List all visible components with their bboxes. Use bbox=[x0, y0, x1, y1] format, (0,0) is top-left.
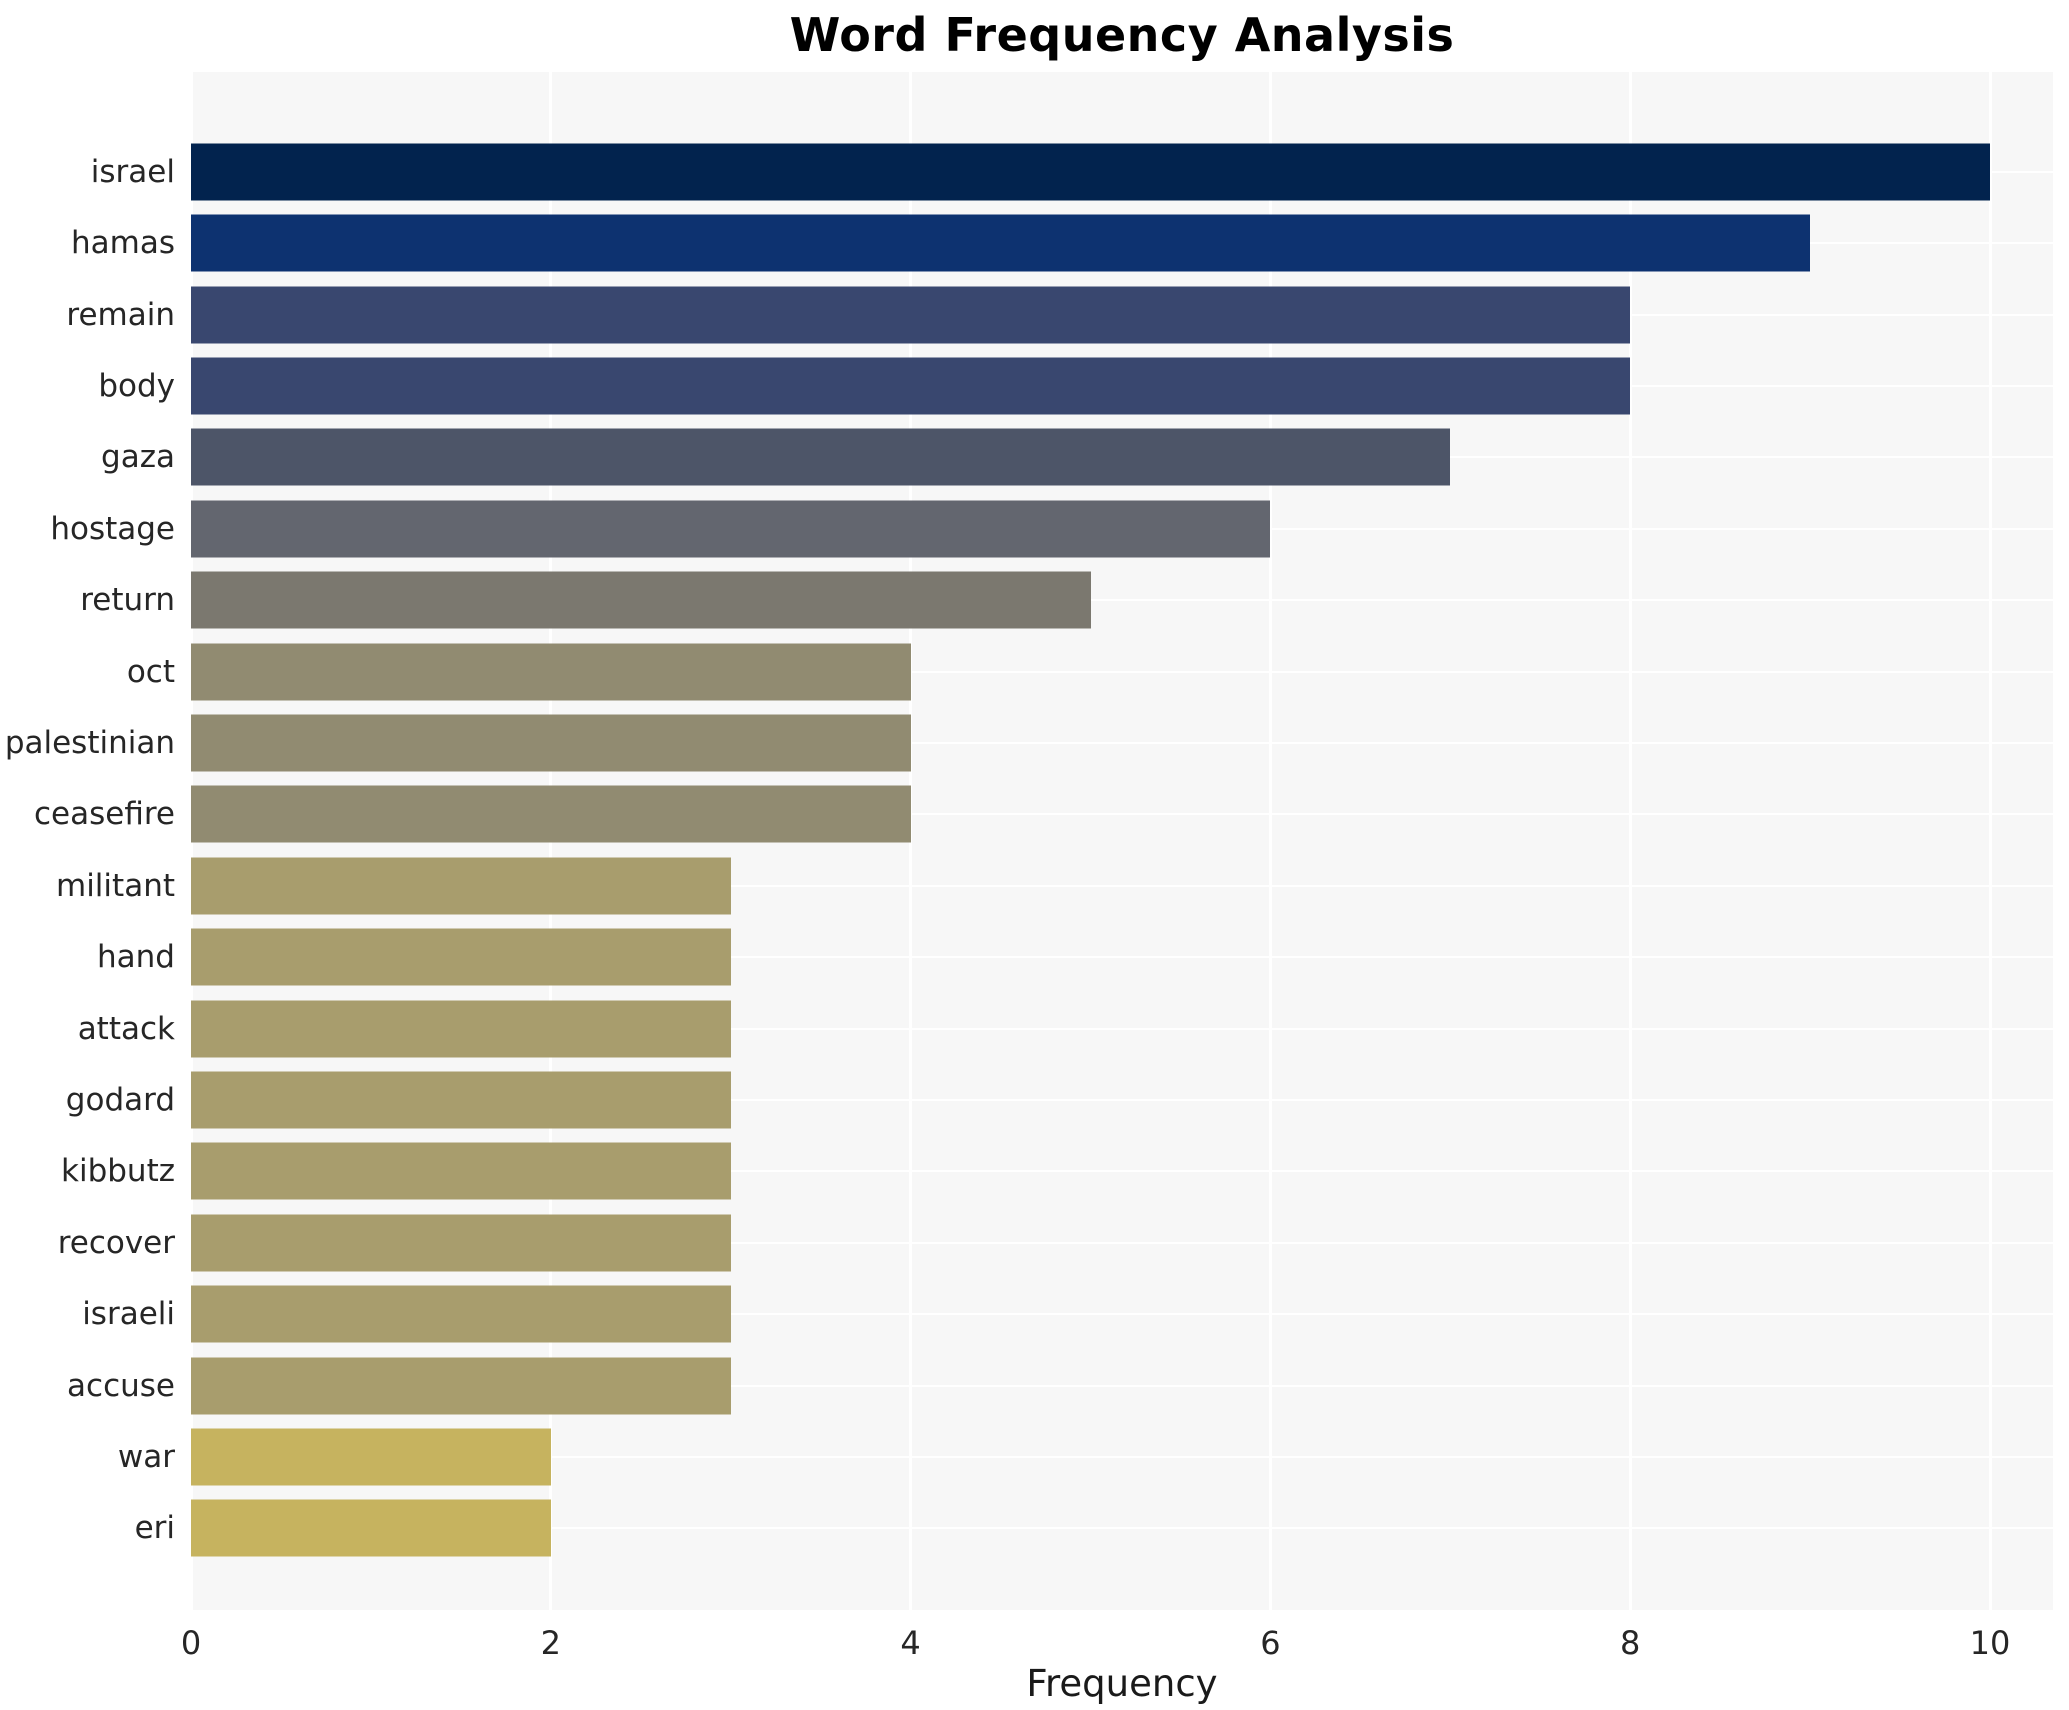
category-label: return bbox=[80, 582, 175, 619]
gridline-horizontal bbox=[191, 1170, 2053, 1173]
bar-row: attack bbox=[78, 993, 2053, 1064]
category-label: eri bbox=[134, 1510, 175, 1547]
x-tick-label: 2 bbox=[540, 1624, 561, 1662]
category-label: israeli bbox=[82, 1296, 175, 1333]
bar-row: hand bbox=[97, 921, 2053, 992]
category-label: hamas bbox=[71, 225, 175, 262]
frequency-bar bbox=[191, 428, 1451, 486]
gridline-horizontal bbox=[191, 1241, 2053, 1244]
gridline-vertical bbox=[1268, 72, 1272, 1610]
x-tick-label: 0 bbox=[180, 1624, 202, 1662]
bar-row: remain bbox=[66, 279, 2053, 350]
frequency-bar bbox=[191, 1000, 731, 1058]
category-label: hand bbox=[97, 939, 175, 976]
bar-row: accuse bbox=[67, 1350, 2053, 1421]
bar-row: war bbox=[118, 1421, 2053, 1492]
frequency-bar bbox=[191, 1357, 731, 1415]
gridline-horizontal bbox=[191, 670, 2053, 673]
category-label: attack bbox=[77, 1010, 175, 1047]
category-label: accuse bbox=[67, 1367, 175, 1404]
x-tick-label: 4 bbox=[900, 1624, 921, 1662]
bar-row: godard bbox=[66, 1064, 2053, 1135]
frequency-bar bbox=[191, 714, 911, 772]
frequency-bar bbox=[191, 857, 731, 915]
x-axis-label: Frequency bbox=[1026, 1662, 1218, 1705]
frequency-bar bbox=[191, 1285, 731, 1343]
frequency-bar bbox=[191, 1142, 731, 1200]
bar-row: israeli bbox=[82, 1279, 2053, 1350]
category-label: body bbox=[98, 367, 175, 404]
category-label: remain bbox=[66, 296, 175, 333]
frequency-bar bbox=[191, 1499, 551, 1557]
frequency-bar bbox=[191, 500, 1271, 558]
frequency-bar bbox=[191, 571, 1091, 629]
bar-row: ceasefire bbox=[34, 779, 2053, 850]
bar-row: eri bbox=[135, 1493, 2053, 1564]
frequency-bar bbox=[191, 214, 1811, 272]
gridline-horizontal bbox=[191, 741, 2053, 744]
bar-rows: israel hamas remain body gaza hostage return oc… bbox=[5, 136, 2053, 1564]
gridline-horizontal bbox=[191, 813, 2053, 816]
gridline-horizontal bbox=[191, 1313, 2053, 1316]
category-label: militant bbox=[56, 867, 175, 904]
bar-row: recover bbox=[58, 1207, 2053, 1278]
bar-row: hamas bbox=[71, 207, 2053, 278]
category-label: palestinian bbox=[4, 724, 175, 761]
bar-row: militant bbox=[56, 850, 2053, 921]
bar-row: body bbox=[98, 350, 2053, 421]
category-label: gaza bbox=[101, 439, 175, 476]
plot-area: israel hamas remain body gaza hostage return oc… bbox=[5, 72, 2053, 1610]
x-tick-label: 6 bbox=[1260, 1624, 1281, 1662]
bar-row: palestinian bbox=[5, 707, 2053, 778]
category-label: kibbutz bbox=[61, 1153, 175, 1190]
chart-title: Word Frequency Analysis bbox=[789, 8, 1455, 62]
gridline-horizontal bbox=[191, 1098, 2053, 1101]
frequency-bar bbox=[191, 1214, 731, 1272]
bar-row: hostage bbox=[50, 493, 2053, 564]
category-label: hostage bbox=[50, 510, 175, 547]
bar-row: israel bbox=[91, 136, 2053, 207]
category-label: oct bbox=[126, 653, 175, 690]
frequency-bar bbox=[191, 1071, 731, 1129]
frequency-bar bbox=[191, 643, 911, 701]
frequency-bar bbox=[191, 143, 1991, 201]
gridline-horizontal bbox=[191, 599, 2053, 602]
frequency-bar bbox=[191, 286, 1631, 344]
gridline-horizontal bbox=[191, 1027, 2053, 1030]
category-label: war bbox=[117, 1439, 175, 1476]
gridline-horizontal bbox=[191, 956, 2053, 959]
gridline-horizontal bbox=[191, 1456, 2053, 1459]
gridline-vertical bbox=[1988, 72, 1992, 1610]
bar-row: oct bbox=[127, 636, 2053, 707]
frequency-bar bbox=[191, 928, 731, 986]
gridline-vertical bbox=[909, 72, 913, 1610]
x-tick-label: 8 bbox=[1620, 1624, 1641, 1662]
gridline-horizontal bbox=[191, 884, 2053, 887]
gridline-vertical bbox=[1628, 72, 1632, 1610]
frequency-bar bbox=[191, 785, 911, 843]
frequency-bar bbox=[191, 1428, 551, 1486]
gridline-horizontal bbox=[191, 1527, 2053, 1530]
category-label: israel bbox=[90, 153, 175, 190]
frequency-bar bbox=[191, 357, 1631, 415]
bar-row: return bbox=[80, 564, 2053, 635]
gridline-horizontal bbox=[191, 1384, 2053, 1387]
x-tick-label: 10 bbox=[1969, 1624, 2011, 1662]
bar-row: gaza bbox=[101, 422, 2053, 493]
category-label: ceasefire bbox=[34, 796, 175, 833]
bar-row: kibbutz bbox=[61, 1136, 2053, 1207]
category-label: recover bbox=[57, 1224, 175, 1261]
category-label: godard bbox=[65, 1081, 175, 1118]
